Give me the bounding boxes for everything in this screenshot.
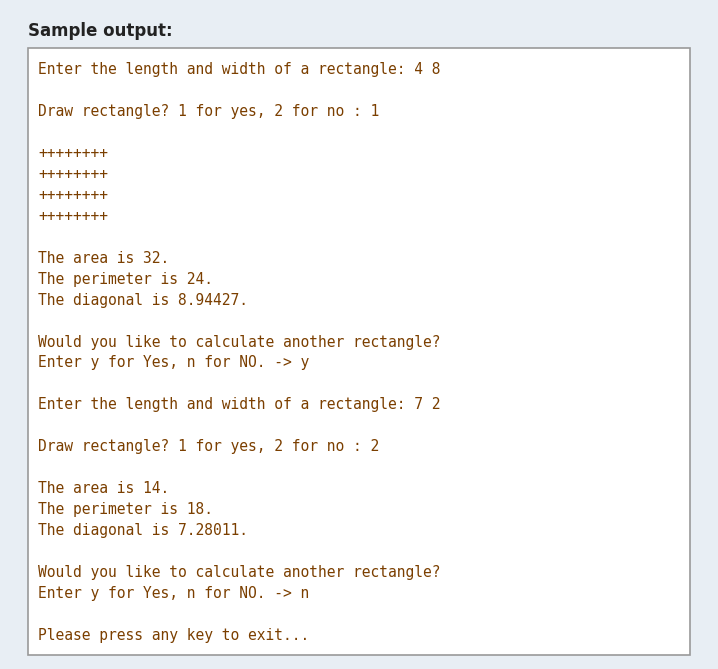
Text: The area is 14.: The area is 14. <box>38 481 169 496</box>
Text: Enter the length and width of a rectangle: 7 2: Enter the length and width of a rectangl… <box>38 397 441 412</box>
Text: Would you like to calculate another rectangle?: Would you like to calculate another rect… <box>38 334 441 349</box>
Text: ++++++++: ++++++++ <box>38 209 108 223</box>
Text: ++++++++: ++++++++ <box>38 146 108 161</box>
Text: Draw rectangle? 1 for yes, 2 for no : 1: Draw rectangle? 1 for yes, 2 for no : 1 <box>38 104 379 119</box>
Text: ++++++++: ++++++++ <box>38 188 108 203</box>
Text: ++++++++: ++++++++ <box>38 167 108 182</box>
Text: Enter y for Yes, n for NO. -> n: Enter y for Yes, n for NO. -> n <box>38 586 309 601</box>
Text: Would you like to calculate another rectangle?: Would you like to calculate another rect… <box>38 565 441 580</box>
Text: Please press any key to exit...: Please press any key to exit... <box>38 628 309 643</box>
Text: The perimeter is 18.: The perimeter is 18. <box>38 502 213 517</box>
Text: Enter y for Yes, n for NO. -> y: Enter y for Yes, n for NO. -> y <box>38 355 309 371</box>
Text: The perimeter is 24.: The perimeter is 24. <box>38 272 213 286</box>
Text: Enter the length and width of a rectangle: 4 8: Enter the length and width of a rectangl… <box>38 62 441 77</box>
Text: Draw rectangle? 1 for yes, 2 for no : 2: Draw rectangle? 1 for yes, 2 for no : 2 <box>38 440 379 454</box>
Text: The diagonal is 7.28011.: The diagonal is 7.28011. <box>38 523 248 539</box>
Text: The diagonal is 8.94427.: The diagonal is 8.94427. <box>38 292 248 308</box>
Text: Sample output:: Sample output: <box>28 22 172 40</box>
Text: The area is 32.: The area is 32. <box>38 251 169 266</box>
